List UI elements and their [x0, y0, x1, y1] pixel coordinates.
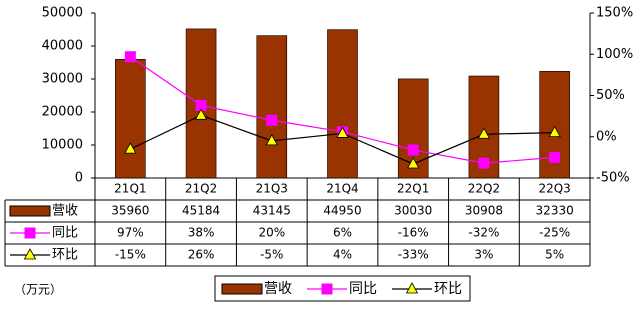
table-row-label: 同比 [52, 226, 78, 241]
table-row-label: 营收 [52, 204, 78, 219]
legend-box [214, 275, 471, 302]
table-cell: 44950 [323, 204, 361, 218]
y-tick-label: 50000 [42, 6, 83, 21]
line-marker [194, 108, 208, 120]
legend-key [221, 283, 263, 295]
table-cell: 43145 [253, 204, 291, 218]
table-row-label: 环比 [52, 248, 78, 263]
table-cell: -32% [468, 226, 499, 240]
line-marker [336, 126, 349, 138]
x-tick-label: 21Q1 [114, 182, 146, 196]
legend-marker [321, 283, 333, 295]
x-tick-label: 22Q2 [468, 182, 500, 196]
y2-tick-label: 150% [596, 6, 633, 21]
table-cell: 6% [333, 226, 352, 240]
y-tick-label: 40000 [42, 39, 83, 54]
line-marker [478, 157, 490, 169]
table-cell: -16% [398, 226, 429, 240]
legend-marker [24, 227, 36, 239]
table-cell: 3% [474, 248, 493, 262]
line-marker [266, 114, 278, 126]
y2-tick-label: 50% [596, 88, 625, 103]
table-cell: -15% [115, 248, 146, 262]
legend-marker [405, 282, 419, 294]
legend-label: 营收 [264, 281, 292, 297]
table-cell: -5% [260, 248, 283, 262]
y-tick-label: 30000 [42, 72, 83, 87]
legend-label: 环比 [434, 281, 462, 297]
table-cell: 5% [545, 248, 564, 262]
x-tick-label: 21Q3 [256, 182, 288, 196]
bar [327, 29, 358, 179]
table-cell: 30030 [394, 204, 432, 218]
y2-tick-label: 100% [596, 47, 633, 62]
table-cell: 4% [333, 248, 352, 262]
line-marker [265, 134, 278, 146]
bar [256, 35, 288, 179]
y-tick-label: 0 [75, 171, 83, 186]
line-marker [477, 127, 491, 139]
legend-key [9, 205, 51, 217]
y-tick-label: 10000 [42, 138, 83, 153]
unit-label: （万元） [14, 283, 62, 297]
y2-tick-label: -50% [596, 171, 630, 186]
bar [115, 59, 146, 179]
table-cell: 45184 [182, 204, 220, 218]
table-cell: 20% [258, 226, 285, 240]
line-marker [407, 144, 419, 156]
line-marker [124, 142, 137, 154]
table-cell: -33% [398, 248, 429, 262]
line-marker [407, 157, 420, 169]
table-cell: 32330 [536, 204, 574, 218]
table-cell: 26% [188, 248, 215, 262]
y-tick-label: 20000 [42, 105, 83, 120]
x-tick-label: 22Q1 [397, 182, 429, 196]
legend-label: 同比 [349, 281, 377, 297]
table-cell: -25% [539, 226, 570, 240]
table-cell: 30908 [465, 204, 503, 218]
x-tick-label: 22Q3 [538, 182, 570, 196]
table-cell: 38% [188, 226, 215, 240]
x-tick-label: 21Q4 [326, 182, 358, 196]
legend-marker [23, 248, 37, 260]
line-marker [549, 151, 561, 163]
table-cell: 97% [117, 226, 144, 240]
line-marker [124, 51, 136, 63]
x-tick-label: 21Q2 [185, 182, 217, 196]
line-marker [548, 125, 561, 138]
table-cell: 35960 [111, 204, 149, 218]
y2-tick-label: 0% [596, 129, 617, 144]
